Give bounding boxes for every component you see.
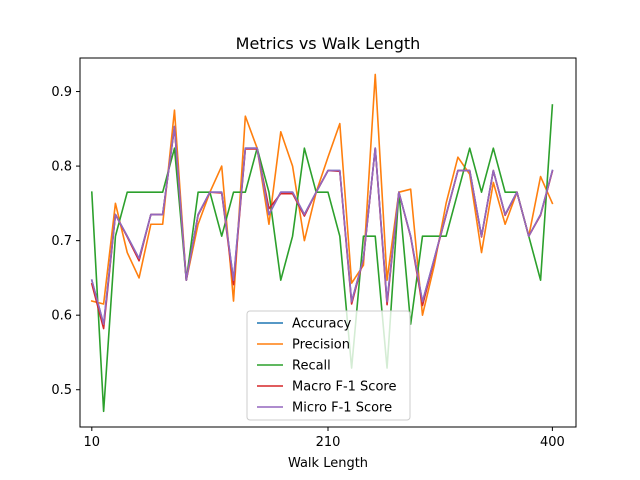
legend-label-3: Macro F-1 Score [292, 380, 396, 395]
legend-label-4: Micro F-1 Score [292, 401, 392, 416]
legend: Accuracy Precision Recall Macro F-1 Score Mi… [246, 310, 411, 421]
legend-label-1: Precision [292, 338, 350, 353]
y-tick-label: 0.8 [51, 160, 72, 175]
chart-title: Metrics vs Walk Length [236, 34, 421, 53]
y-axis: 0.5 0.6 0.7 0.8 0.9 [51, 85, 80, 398]
y-tick-label: 0.6 [51, 309, 72, 324]
legend-label-0: Accuracy [292, 317, 352, 332]
y-tick-label: 0.7 [51, 234, 72, 249]
legend-box [246, 310, 411, 421]
plot-lines [90, 73, 554, 413]
x-tick-label: 400 [540, 435, 565, 450]
x-tick-label: 210 [316, 435, 341, 450]
x-axis-title: Walk Length [288, 456, 368, 471]
x-axis: 10 210 400 [84, 427, 565, 450]
y-tick-label: 0.5 [51, 383, 72, 398]
legend-label-2: Recall [292, 359, 331, 374]
x-tick-label: 10 [84, 435, 101, 450]
y-tick-label: 0.9 [51, 85, 72, 100]
series-line-4 [90, 125, 554, 325]
